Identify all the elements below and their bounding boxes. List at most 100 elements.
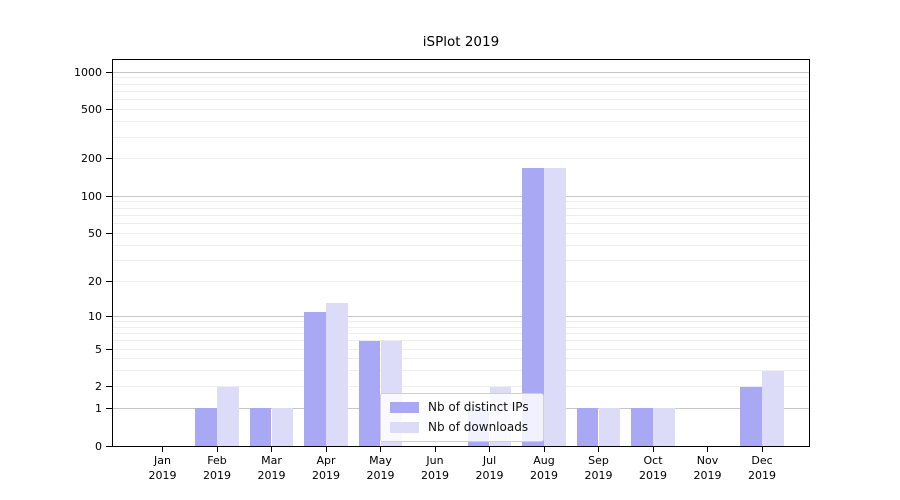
x-tick-label-feb: Feb 2019 <box>203 454 231 482</box>
bar-nb-of-distinct-ips-feb <box>195 408 217 446</box>
legend-swatch-distinct-ips <box>390 401 419 413</box>
bar-nb-of-downloads-sep <box>598 408 621 446</box>
gridline-600 <box>113 99 809 101</box>
gridline-2 <box>113 386 809 388</box>
y-tick-mark-10 <box>106 315 112 317</box>
gridline-500 <box>113 109 809 111</box>
gridline-4 <box>113 358 809 360</box>
x-tick-mark-oct <box>652 447 654 452</box>
y-tick-label-1000: 1000 <box>74 65 102 79</box>
y-tick-mark-0 <box>106 445 112 447</box>
gridline-200 <box>113 158 809 160</box>
gridline-1000 <box>113 71 809 73</box>
bar-nb-of-downloads-feb <box>217 386 239 446</box>
gridline-90 <box>113 201 809 203</box>
bar-nb-of-distinct-ips-dec <box>740 386 762 446</box>
y-tick-mark-500 <box>106 109 112 111</box>
bar-nb-of-distinct-ips-may <box>358 340 381 446</box>
gridline-60 <box>113 223 809 224</box>
x-tick-label-apr: Apr 2019 <box>312 454 340 482</box>
y-tick-label-200: 200 <box>81 152 102 166</box>
y-tick-label-500: 500 <box>81 103 102 117</box>
gridline-5 <box>113 348 809 350</box>
x-tick-label-nov: Nov 2019 <box>693 454 722 482</box>
bar-nb-of-downloads-oct <box>653 408 675 446</box>
y-tick-mark-1000 <box>106 71 112 73</box>
chart-title: iSPlot 2019 <box>422 34 500 50</box>
gridline-50 <box>113 232 809 234</box>
x-tick-label-jun: Jun 2019 <box>421 454 449 482</box>
gridline-80 <box>113 207 809 209</box>
gridline-7 <box>113 332 809 334</box>
y-tick-mark-50 <box>106 232 112 234</box>
x-tick-label-mar: Mar 2019 <box>257 454 286 482</box>
bar-nb-of-distinct-ips-aug <box>522 167 544 446</box>
x-tick-label-sep: Sep 2019 <box>584 454 613 482</box>
y-tick-label-0: 0 <box>95 439 102 453</box>
bar-nb-of-distinct-ips-mar <box>249 408 272 446</box>
y-tick-label-1: 1 <box>95 401 102 415</box>
plot-area: Nb of distinct IPs Nb of downloads <box>112 59 810 447</box>
legend: Nb of distinct IPs Nb of downloads <box>380 393 544 442</box>
bar-nb-of-downloads-dec <box>762 370 784 446</box>
x-tick-mark-sep <box>598 447 599 452</box>
legend-swatch-downloads <box>390 421 419 433</box>
bar-nb-of-distinct-ips-apr <box>304 311 326 446</box>
gridline-900 <box>113 77 809 79</box>
x-tick-label-may: May 2019 <box>366 454 395 482</box>
gridline-40 <box>113 244 809 246</box>
x-tick-mark-jun <box>434 447 436 452</box>
y-tick-mark-1 <box>106 407 112 409</box>
x-tick-mark-jul <box>489 447 490 452</box>
gridline-100 <box>113 195 809 197</box>
x-tick-mark-dec <box>761 447 763 452</box>
x-tick-label-dec: Dec 2019 <box>748 454 776 482</box>
y-tick-label-2: 2 <box>95 380 102 394</box>
y-tick-label-20: 20 <box>88 274 102 288</box>
gridline-400 <box>113 121 809 123</box>
legend-item-distinct-ips: Nb of distinct IPs <box>390 400 534 414</box>
gridline-300 <box>113 136 809 138</box>
legend-item-downloads: Nb of downloads <box>390 420 534 434</box>
x-tick-label-aug: Aug 2019 <box>530 454 558 482</box>
x-tick-label-jan: Jan 2019 <box>148 454 177 482</box>
gridline-30 <box>113 259 809 261</box>
legend-label-downloads: Nb of downloads <box>428 420 529 434</box>
y-tick-label-50: 50 <box>88 226 102 240</box>
x-tick-mark-jan <box>162 447 163 452</box>
x-tick-label-jul: Jul 2019 <box>475 454 504 482</box>
y-tick-mark-100 <box>106 195 112 197</box>
y-tick-mark-5 <box>106 348 112 350</box>
gridline-10 <box>113 315 809 317</box>
x-tick-label-oct: Oct 2019 <box>639 454 667 482</box>
bar-nb-of-distinct-ips-sep <box>576 408 599 446</box>
gridlines-layer <box>113 60 809 446</box>
bar-nb-of-downloads-apr <box>326 303 348 446</box>
gridline-3 <box>113 370 809 372</box>
x-tick-mark-may <box>380 447 381 452</box>
x-tick-mark-apr <box>325 447 327 452</box>
bars-layer <box>113 60 809 446</box>
y-tick-mark-200 <box>106 158 112 160</box>
y-tick-mark-2 <box>106 386 112 388</box>
x-tick-mark-feb <box>216 447 218 452</box>
gridline-9 <box>113 320 809 322</box>
gridline-8 <box>113 326 809 328</box>
gridline-6 <box>113 340 809 342</box>
y-tick-mark-20 <box>106 280 112 282</box>
y-tick-label-5: 5 <box>95 342 102 356</box>
x-tick-mark-nov <box>707 447 708 452</box>
legend-label-distinct-ips: Nb of distinct IPs <box>428 400 529 414</box>
y-tick-label-10: 10 <box>88 309 102 323</box>
bar-nb-of-downloads-mar <box>271 408 294 446</box>
y-tick-label-100: 100 <box>81 189 102 203</box>
x-tick-mark-aug <box>543 447 545 452</box>
bar-nb-of-downloads-aug <box>544 167 566 446</box>
gridline-20 <box>113 280 809 282</box>
bar-nb-of-distinct-ips-oct <box>631 408 653 446</box>
gridline-70 <box>113 214 809 216</box>
gridline-700 <box>113 90 809 92</box>
gridline-800 <box>113 83 809 85</box>
x-tick-mark-mar <box>271 447 272 452</box>
